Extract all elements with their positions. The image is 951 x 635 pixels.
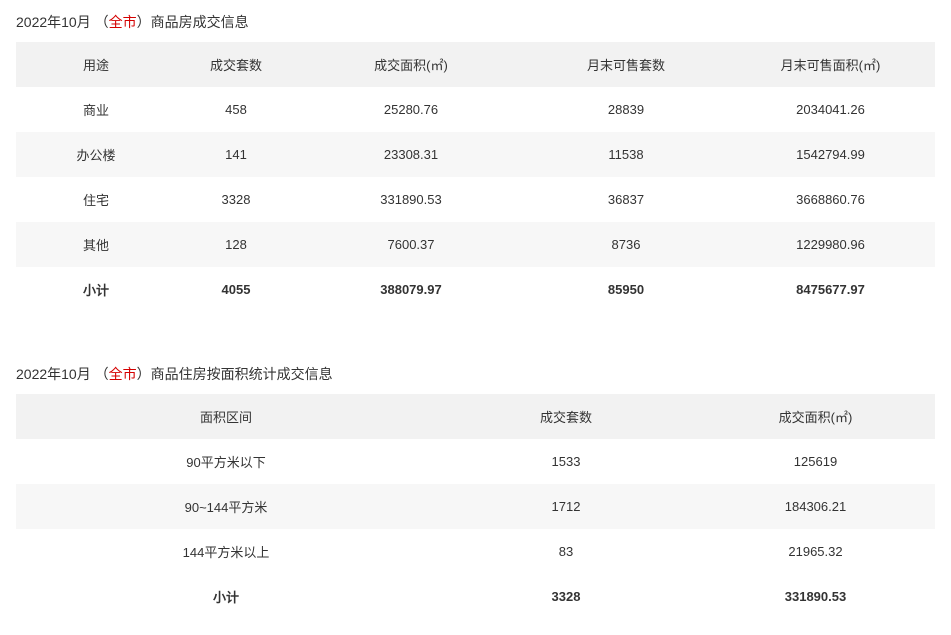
table2-col-1: 成交套数	[436, 394, 696, 439]
table2-cell: 90平方米以下	[16, 439, 436, 484]
table2-row: 90~144平方米1712184306.21	[16, 484, 935, 529]
table2-row: 90平方米以下1533125619	[16, 439, 935, 484]
table2: 面积区间成交套数成交面积(㎡) 90平方米以下153312561990~144平…	[16, 394, 935, 619]
table2-cell: 83	[436, 529, 696, 574]
table1-col-4: 月末可售面积(㎡)	[726, 42, 935, 87]
table1-total-cell: 8475677.97	[726, 267, 935, 312]
section1-title-suffix: ）商品房成交信息	[137, 14, 249, 30]
table1-cell: 8736	[526, 222, 726, 267]
table2-total-cell: 331890.53	[696, 574, 935, 619]
table2-col-2: 成交面积(㎡)	[696, 394, 935, 439]
table2-total-cell: 3328	[436, 574, 696, 619]
table1-row: 商业45825280.76288392034041.26	[16, 87, 935, 132]
table1-cell: 28839	[526, 87, 726, 132]
table1: 用途成交套数成交面积(㎡)月末可售套数月末可售面积(㎡) 商业45825280.…	[16, 42, 935, 312]
section1-title-prefix: 2022年10月 （	[16, 14, 109, 30]
table1-cell: 3668860.76	[726, 177, 935, 222]
table2-total-cell: 小计	[16, 574, 436, 619]
table1-cell: 11538	[526, 132, 726, 177]
table2-cell: 90~144平方米	[16, 484, 436, 529]
table1-cell: 7600.37	[296, 222, 526, 267]
section1-title-red: 全市	[109, 14, 137, 30]
table1-cell: 141	[176, 132, 296, 177]
table1-row: 其他1287600.3787361229980.96	[16, 222, 935, 267]
table2-cell: 1533	[436, 439, 696, 484]
table1-total-cell: 小计	[16, 267, 176, 312]
table2-row: 144平方米以上8321965.32	[16, 529, 935, 574]
table1-cell: 1542794.99	[726, 132, 935, 177]
table2-header-row: 面积区间成交套数成交面积(㎡)	[16, 394, 935, 439]
table1-cell: 住宅	[16, 177, 176, 222]
table1-row: 办公楼14123308.31115381542794.99	[16, 132, 935, 177]
section1-title: 2022年10月 （全市）商品房成交信息	[16, 12, 935, 32]
table2-cell: 1712	[436, 484, 696, 529]
table1-cell: 3328	[176, 177, 296, 222]
table1-cell: 商业	[16, 87, 176, 132]
table1-cell: 2034041.26	[726, 87, 935, 132]
table1-total-cell: 388079.97	[296, 267, 526, 312]
table2-cell: 21965.32	[696, 529, 935, 574]
table1-body: 商业45825280.76288392034041.26办公楼14123308.…	[16, 87, 935, 312]
table1-cell: 1229980.96	[726, 222, 935, 267]
table1-cell: 23308.31	[296, 132, 526, 177]
section2-title-prefix: 2022年10月 （	[16, 366, 109, 382]
table1-total-row: 小计4055388079.97859508475677.97	[16, 267, 935, 312]
table1-total-cell: 85950	[526, 267, 726, 312]
table1-cell: 128	[176, 222, 296, 267]
table1-cell: 331890.53	[296, 177, 526, 222]
table1-cell: 458	[176, 87, 296, 132]
table2-cell: 125619	[696, 439, 935, 484]
table2-body: 90平方米以下153312561990~144平方米1712184306.211…	[16, 439, 935, 619]
table1-col-1: 成交套数	[176, 42, 296, 87]
table1-header-row: 用途成交套数成交面积(㎡)月末可售套数月末可售面积(㎡)	[16, 42, 935, 87]
table2-total-row: 小计3328331890.53	[16, 574, 935, 619]
table1-cell: 36837	[526, 177, 726, 222]
table1-row: 住宅3328331890.53368373668860.76	[16, 177, 935, 222]
table1-col-0: 用途	[16, 42, 176, 87]
table2-cell: 144平方米以上	[16, 529, 436, 574]
table2-cell: 184306.21	[696, 484, 935, 529]
table1-cell: 25280.76	[296, 87, 526, 132]
table1-col-3: 月末可售套数	[526, 42, 726, 87]
table1-cell: 其他	[16, 222, 176, 267]
section2-title-suffix: ）商品住房按面积统计成交信息	[137, 366, 333, 382]
table2-col-0: 面积区间	[16, 394, 436, 439]
table1-cell: 办公楼	[16, 132, 176, 177]
section2-title: 2022年10月 （全市）商品住房按面积统计成交信息	[16, 364, 935, 384]
table1-total-cell: 4055	[176, 267, 296, 312]
table1-col-2: 成交面积(㎡)	[296, 42, 526, 87]
section2-title-red: 全市	[109, 366, 137, 382]
